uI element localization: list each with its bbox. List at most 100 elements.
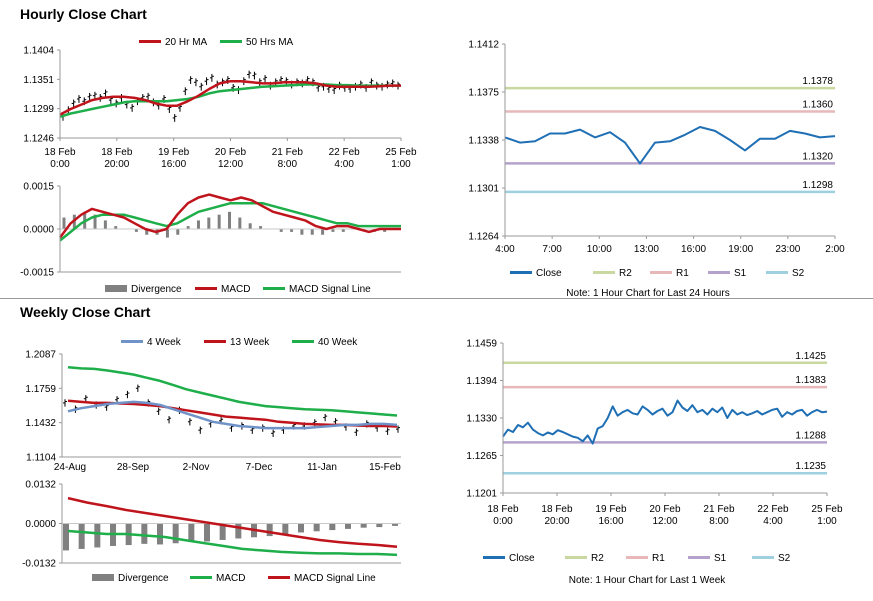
week-level-label: 1.1383 bbox=[795, 375, 826, 386]
hourly-macd-divergence-bar bbox=[217, 214, 221, 229]
weekly-macd-divergence-bar bbox=[282, 523, 289, 535]
weekly-macd-divergence-bar bbox=[313, 523, 320, 532]
week-xtick-label: 1:00 bbox=[817, 516, 837, 527]
week-xtick-label: 18 Feb bbox=[487, 504, 519, 515]
hourly-macd-divergence-bar bbox=[62, 217, 66, 229]
hourly-macd-divergence-bar bbox=[103, 220, 107, 229]
week-xtick-label: 8:00 bbox=[709, 516, 729, 527]
weekly-price-xtick-label: 7-Dec bbox=[246, 462, 273, 473]
hourly-macd-divergence-bar bbox=[134, 229, 138, 232]
hour24-ytick-label: 1.1264 bbox=[468, 232, 499, 243]
hourly-macd-divergence-bar bbox=[186, 226, 190, 229]
week-legend-close-label: Close bbox=[509, 553, 535, 564]
week-ytick-label: 1.1265 bbox=[466, 451, 497, 462]
weekly-price-xtick-label: 28-Sep bbox=[117, 462, 150, 473]
week-legend-s1-label: S1 bbox=[714, 553, 727, 564]
hourly-macd-divergence-bar bbox=[321, 229, 325, 235]
hourly-macd-divergence-bar bbox=[300, 229, 304, 235]
week-ytick-label: 1.1201 bbox=[466, 489, 497, 500]
hour24-note: Note: 1 Hour Chart for Last 24 Hours bbox=[566, 288, 729, 299]
hourly-macd-legend-divergence-label: Divergence bbox=[131, 284, 182, 295]
hour24-xtick-label: 10:00 bbox=[587, 244, 612, 255]
hourly-ma20-line bbox=[59, 79, 401, 116]
weekly-macd-ytick-label: -0.0132 bbox=[22, 559, 56, 570]
hourly-price-xtick-label: 22 Feb bbox=[329, 147, 361, 158]
hourly-ma50-line bbox=[59, 83, 401, 118]
hourly-price-xtick-label: 1:00 bbox=[391, 159, 411, 170]
weekly-macd-line bbox=[67, 529, 398, 557]
weekly-macd-divergence-bar bbox=[266, 523, 273, 537]
hourly-macd-divergence-bar bbox=[114, 226, 118, 229]
hour24-xtick-label: 19:00 bbox=[728, 244, 753, 255]
hourly-macd-divergence-bar bbox=[238, 217, 242, 229]
hourly-macd-ytick-label: -0.0015 bbox=[20, 268, 54, 279]
hour24-legend-r1-label: R1 bbox=[676, 268, 689, 279]
hour24-close-line bbox=[504, 126, 836, 165]
hourly-macd-divergence-bar bbox=[290, 229, 294, 232]
week-xtick-label: 25 Feb bbox=[811, 504, 843, 515]
hourly-price-xtick-label: 20 Feb bbox=[215, 147, 247, 158]
hourly-macd-legend-divergence-swatch bbox=[105, 285, 127, 292]
hour24-ytick-label: 1.1375 bbox=[468, 88, 499, 99]
hour24-legend-s2-label: S2 bbox=[792, 268, 805, 279]
weekly-macd-divergence-bar bbox=[204, 523, 210, 542]
hourly-price-xtick-label: 8:00 bbox=[278, 159, 298, 170]
hour24-level-label: 1.1298 bbox=[802, 180, 833, 191]
weekly-macd-divergence-bar bbox=[235, 523, 242, 539]
hourly-price-xtick-label: 18 Feb bbox=[101, 147, 133, 158]
weekly-macd-legend-macd-label: MACD bbox=[216, 573, 245, 584]
hourly-price-xtick-label: 12:00 bbox=[218, 159, 243, 170]
hourly-macd-divergence-bar bbox=[176, 229, 180, 235]
weekly-section-title: Weekly Close Chart bbox=[20, 304, 151, 320]
hourly-macd-legend-signal-label: MACD Signal Line bbox=[289, 284, 371, 295]
hourly-macd-ytick-label: 0.0000 bbox=[23, 225, 54, 236]
section-divider bbox=[0, 298, 873, 299]
weekly-macd-divergence-bar bbox=[188, 523, 195, 543]
weekly-legend-4w-label: 4 Week bbox=[147, 337, 182, 348]
hourly-price-xtick-label: 19 Feb bbox=[158, 147, 190, 158]
hourly-price-xtick-label: 16:00 bbox=[161, 159, 186, 170]
weekly-price-ytick-label: 1.1104 bbox=[26, 453, 56, 464]
weekly-price-xtick-label: 11-Jan bbox=[307, 462, 337, 473]
week-legend-r1-label: R1 bbox=[652, 553, 665, 564]
hourly-price-xtick-label: 18 Feb bbox=[44, 147, 76, 158]
weekly-macd-divergence-bar bbox=[329, 523, 336, 531]
hourly-price-xtick-label: 25 Feb bbox=[385, 147, 417, 158]
hourly-section-title: Hourly Close Chart bbox=[20, 6, 147, 22]
week-xtick-label: 22 Feb bbox=[757, 504, 789, 515]
hour24-ytick-label: 1.1338 bbox=[468, 136, 499, 147]
weekly-macd-legend-divergence-label: Divergence bbox=[118, 573, 169, 584]
weekly-price-ytick-label: 1.2087 bbox=[25, 350, 56, 361]
hour24-legend-s1-label: S1 bbox=[734, 268, 747, 279]
weekly-price-xtick-label: 2-Nov bbox=[183, 462, 210, 473]
weekly-price-xtick-label: 24-Aug bbox=[54, 462, 86, 473]
week-close-line bbox=[502, 399, 828, 445]
weekly-macd-divergence-bar bbox=[360, 523, 367, 528]
hourly-macd-legend-macd-label: MACD bbox=[221, 284, 250, 295]
week-legend-r2-label: R2 bbox=[591, 553, 604, 564]
hourly-price-xtick-label: 4:00 bbox=[334, 159, 354, 170]
week-note: Note: 1 Hour Chart for Last 1 Week bbox=[569, 575, 727, 586]
weekly-macd-ytick-label: 0.0000 bbox=[25, 519, 56, 530]
weekly-macd-divergence-bar bbox=[141, 523, 148, 544]
hour24-legend-r2-label: R2 bbox=[619, 268, 632, 279]
hourly-price-xtick-label: 21 Feb bbox=[272, 147, 304, 158]
hourly-price-ytick-label: 1.1351 bbox=[23, 75, 54, 86]
hourly-macd-divergence-bar bbox=[207, 217, 211, 229]
hourly-legend-ma20-label: 20 Hr MA bbox=[165, 37, 208, 48]
week-level-label: 1.1235 bbox=[795, 461, 826, 472]
hourly-macd-divergence-bar bbox=[165, 229, 169, 238]
weekly-macd-divergence-bar bbox=[345, 523, 351, 529]
hourly-macd-divergence-bar bbox=[145, 229, 149, 235]
hour24-xtick-label: 23:00 bbox=[775, 244, 800, 255]
hour24-level-label: 1.1320 bbox=[802, 151, 833, 162]
weekly-macd-legend-divergence-swatch bbox=[92, 574, 114, 581]
week-ytick-label: 1.1394 bbox=[466, 376, 497, 387]
weekly-macd-legend-signal-label: MACD Signal Line bbox=[294, 573, 376, 584]
hourly-price-ytick-label: 1.1246 bbox=[23, 134, 54, 145]
weekly-macd-divergence-bar bbox=[78, 523, 85, 549]
hour24-level-label: 1.1378 bbox=[802, 76, 833, 87]
week-xtick-label: 21 Feb bbox=[703, 504, 735, 515]
weekly-price-xtick-label: 15-Feb bbox=[369, 462, 401, 473]
hourly-macd-divergence-bar bbox=[196, 220, 200, 229]
